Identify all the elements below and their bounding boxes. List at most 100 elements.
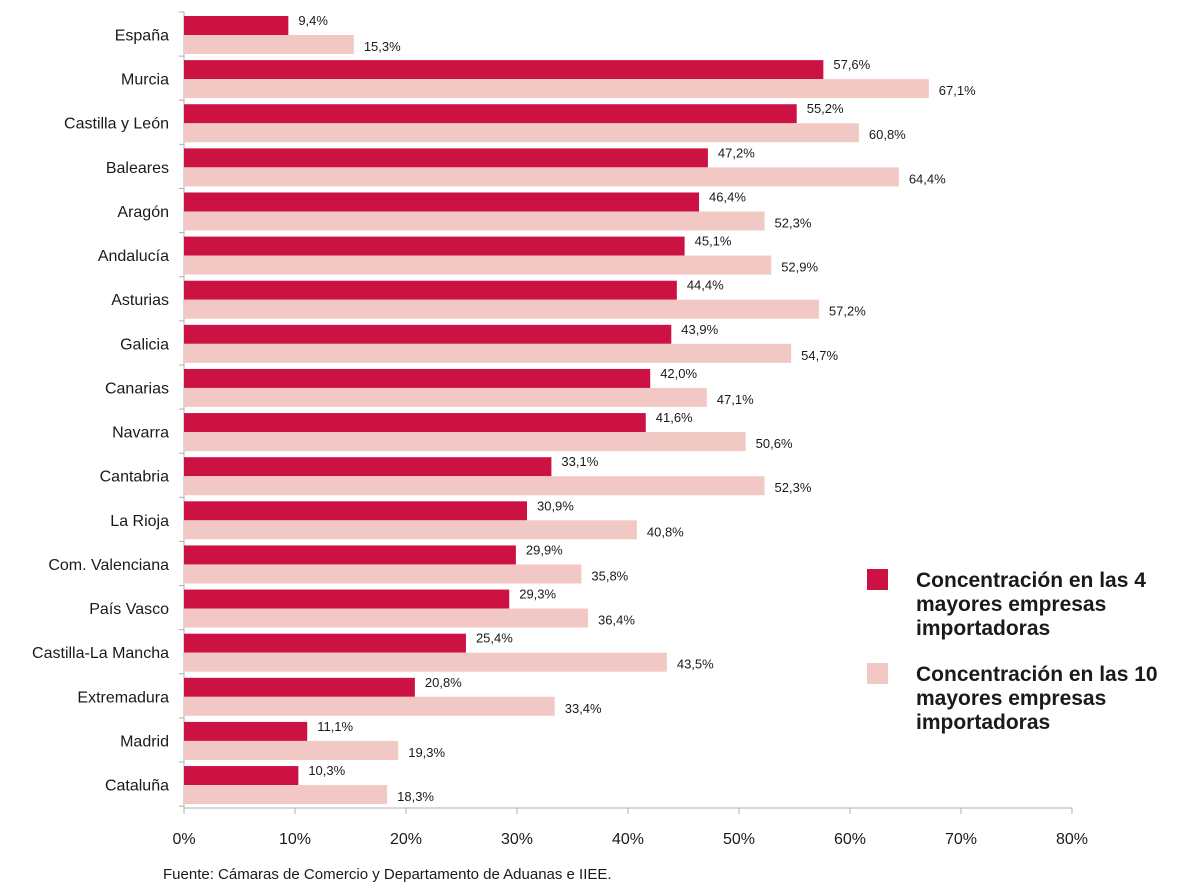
source-note: Fuente: Cámaras de Comercio y Departamen… (163, 866, 612, 883)
data-label: 64,4% (909, 171, 946, 186)
legend-swatch (867, 663, 888, 684)
category-label: Canarias (105, 380, 169, 397)
bar-top4 (184, 457, 552, 477)
x-tick-label: 50% (723, 831, 755, 848)
data-label: 11,1% (317, 719, 353, 734)
data-label: 47,2% (718, 145, 755, 160)
x-tick-label: 80% (1056, 831, 1088, 848)
data-label: 52,3% (775, 480, 812, 495)
data-label: 57,2% (829, 304, 866, 319)
category-label: Galicia (120, 336, 169, 353)
data-label: 20,8% (425, 675, 462, 690)
bar-top10 (184, 211, 765, 231)
data-label: 57,6% (833, 57, 870, 72)
data-label: 50,6% (756, 436, 793, 451)
legend-swatch (867, 569, 888, 590)
bar-top4 (184, 413, 646, 433)
data-label: 35,8% (591, 568, 628, 583)
x-tick-label: 40% (612, 831, 644, 848)
chart-axes: 0% 10% 20% 30% 40% 50% 60% 70% 80% (172, 11, 1088, 848)
data-label: 29,9% (526, 542, 563, 557)
data-label: 19,3% (408, 745, 445, 760)
bar-top4 (184, 148, 708, 168)
bar-top10 (184, 35, 354, 54)
data-label: 43,5% (677, 657, 714, 672)
category-label: Andalucía (98, 248, 169, 265)
bar-top4 (184, 324, 672, 344)
bar-top10 (184, 432, 746, 452)
bar-top10 (184, 564, 582, 584)
data-label: 54,7% (801, 348, 838, 363)
category-label: España (115, 28, 169, 45)
bar-top10 (184, 476, 765, 496)
bar-top10 (184, 520, 637, 540)
chart-bars (184, 16, 929, 805)
bar-top4 (184, 368, 651, 388)
data-label: 52,3% (775, 215, 812, 230)
data-label: 46,4% (709, 189, 746, 204)
bar-top4 (184, 677, 415, 697)
data-label: 52,9% (781, 260, 818, 275)
data-label: 33,1% (561, 454, 598, 469)
data-label: 36,4% (598, 613, 635, 628)
category-label: Aragón (117, 204, 169, 221)
bar-top10 (184, 255, 772, 275)
x-tick-label: 0% (172, 831, 195, 848)
data-label: 25,4% (476, 631, 513, 646)
x-tick-label: 30% (501, 831, 533, 848)
data-label: 43,9% (681, 322, 718, 337)
bar-top4 (184, 633, 466, 653)
bar-top4 (184, 545, 516, 565)
legend-label: Concentración en las 4 mayores empresas im… (916, 569, 1146, 640)
bar-top10 (184, 652, 667, 672)
data-label: 10,3% (308, 763, 345, 778)
category-label: Castilla-La Mancha (32, 645, 169, 662)
data-label: 41,6% (656, 410, 693, 425)
bar-top10 (184, 608, 589, 628)
bar-top10 (184, 696, 555, 716)
bar-top10 (184, 387, 707, 407)
data-label: 33,4% (565, 701, 602, 716)
bar-chart: 0% 10% 20% 30% 40% 50% 60% 70% 80% España 9,4% 15,… (32, 11, 1158, 848)
bar-top10 (184, 123, 859, 143)
data-label: 40,8% (647, 524, 684, 539)
bar-top4 (184, 766, 299, 786)
data-label: 44,4% (687, 278, 724, 293)
bar-top10 (184, 79, 929, 99)
x-tick-label: 20% (390, 831, 422, 848)
bar-top4 (184, 721, 308, 741)
category-label: País Vasco (89, 601, 169, 618)
data-label: 55,2% (807, 101, 844, 116)
x-tick-label: 60% (834, 831, 866, 848)
bar-top10 (184, 740, 399, 760)
chart-labels: España 9,4% 15,3% Murcia 57,6% 67,1% Castilla … (32, 13, 976, 804)
bar-top4 (184, 192, 700, 212)
bar-top4 (184, 501, 527, 521)
bar-top4 (184, 104, 797, 124)
bar-top4 (184, 236, 685, 256)
category-label: Castilla y León (64, 116, 169, 133)
bar-top10 (184, 167, 899, 187)
data-label: 47,1% (717, 392, 754, 407)
x-tick-label: 70% (945, 831, 977, 848)
data-label: 42,0% (660, 366, 697, 381)
data-label: 67,1% (939, 83, 976, 98)
data-label: 29,3% (519, 587, 556, 602)
bar-top4 (184, 589, 510, 609)
bar-top10 (184, 785, 388, 805)
category-label: La Rioja (110, 513, 169, 530)
bar-top10 (184, 343, 792, 363)
category-label: Baleares (106, 160, 169, 177)
bar-top4 (184, 60, 824, 80)
category-label: Navarra (112, 425, 169, 442)
data-label: 45,1% (695, 234, 732, 249)
data-label: 30,9% (537, 498, 574, 513)
data-label: 9,4% (298, 13, 328, 28)
x-tick-label: 10% (279, 831, 311, 848)
legend-label: Concentración en las 10 mayores empresas i… (916, 663, 1158, 734)
bar-top10 (184, 299, 819, 319)
data-label: 15,3% (364, 39, 401, 54)
data-label: 60,8% (869, 127, 906, 142)
chart-legend: Concentración en las 4 mayores empresas im… (867, 569, 1158, 734)
category-label: Murcia (121, 72, 169, 89)
